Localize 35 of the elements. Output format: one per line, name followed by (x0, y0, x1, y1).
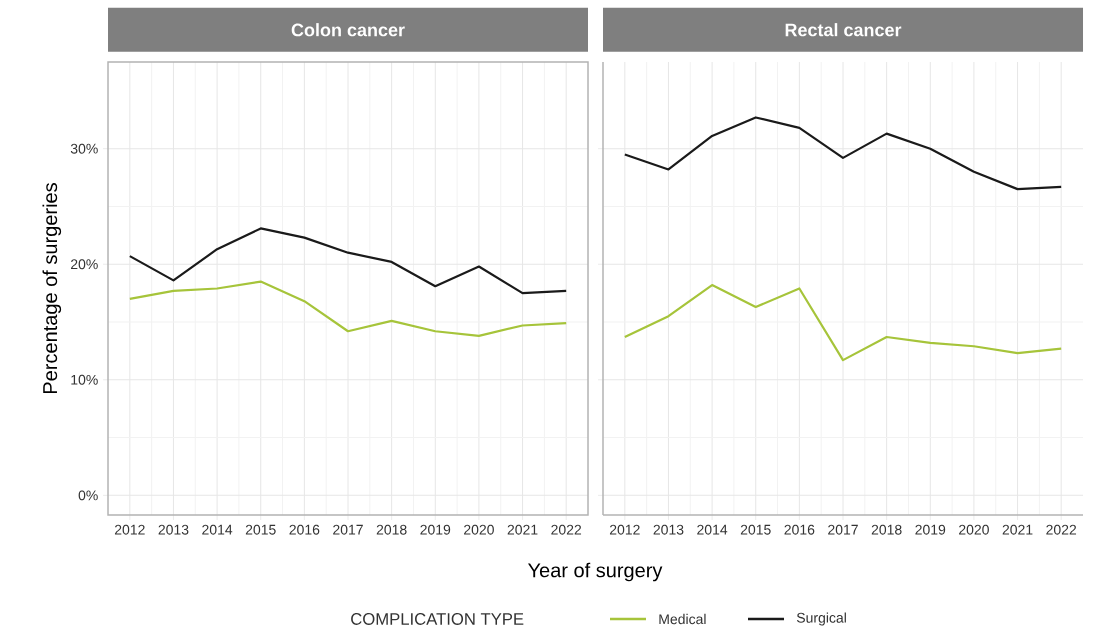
chart-title: Colon cancer (291, 23, 405, 37)
x-tick-label: 2018 (871, 524, 902, 535)
y-tick-label: 10% (71, 374, 98, 385)
legend-title: COMPLICATION TYPE (351, 613, 524, 625)
line-series (128, 227, 568, 295)
x-tick-label: 2019 (420, 524, 451, 535)
x-tick-label: 2016 (784, 524, 815, 535)
line-series (128, 280, 568, 337)
x-tick-label: 2020 (959, 524, 989, 535)
x-tick-label: 2021 (507, 524, 538, 535)
y-tick-label: 30% (70, 143, 98, 154)
x-tick-label: 2017 (333, 524, 363, 535)
x-tick-label: 2017 (828, 524, 858, 535)
x-tick-label: 2019 (915, 524, 946, 535)
x-tick-label: 2022 (1046, 524, 1077, 535)
y-tick-label: 20% (71, 259, 98, 270)
x-tick-label: 2018 (376, 524, 407, 535)
x-tick-label: 2016 (289, 524, 320, 535)
legend-label: Surgical (796, 612, 846, 626)
x-tick-label: 2014 (202, 524, 233, 535)
x-tick-label: 2013 (653, 524, 684, 535)
x-tick-label: 2022 (551, 524, 582, 535)
y-axis-title: Percentage of surgeries (42, 183, 62, 394)
x-tick-label: 2014 (697, 524, 728, 535)
legend-label: Medical (659, 613, 706, 625)
x-tick-label: 2020 (464, 524, 494, 535)
x-axis-title: Year of surgery (528, 562, 663, 582)
x-tick-label: 2021 (1002, 524, 1033, 535)
x-tick-label: 2013 (158, 524, 189, 535)
y-tick-label: 0% (78, 490, 98, 501)
chart-title: Rectal cancer (785, 23, 902, 37)
x-tick-label: 2012 (609, 524, 640, 535)
x-tick-label: 2015 (740, 524, 771, 535)
x-tick-label: 2012 (114, 524, 145, 535)
x-tick-label: 2015 (245, 524, 276, 535)
